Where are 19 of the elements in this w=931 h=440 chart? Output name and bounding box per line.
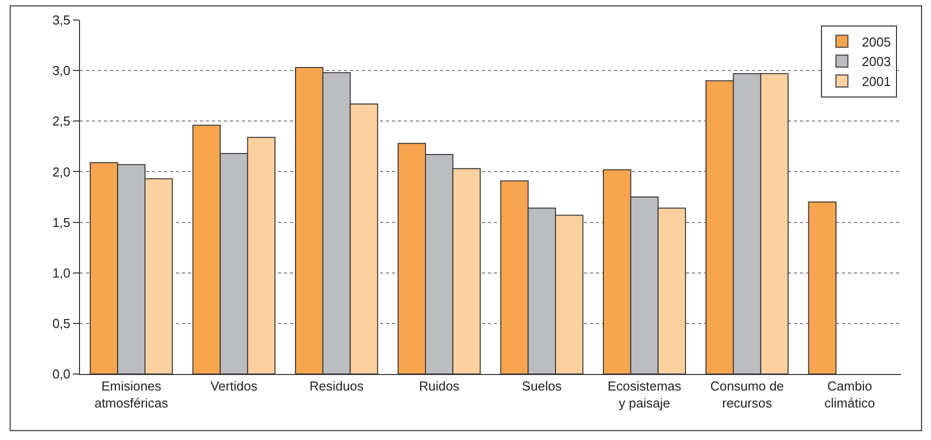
y-tick-label: 1,5: [52, 214, 70, 230]
y-tick-label: 3,5: [52, 12, 70, 28]
x-tick-label: Suelos: [522, 378, 562, 394]
x-tick-label: Residuos: [309, 378, 364, 394]
x-tick-label: Consumo de recursos: [710, 378, 784, 410]
y-tick-label: 0,5: [52, 316, 70, 331]
x-tick-label: Ruidos: [418, 378, 460, 394]
y-tick-label: 1,0: [52, 265, 70, 280]
legend-label: 2003: [862, 54, 891, 70]
y-tick-label: 2,0: [52, 164, 70, 180]
x-tick-label: Vertidos: [210, 378, 258, 394]
x-tick-label: Cambio climático: [824, 378, 875, 410]
y-tick-label: 3,0: [52, 63, 70, 78]
legend-label: 2005: [862, 34, 891, 50]
legend-label: 2001: [862, 74, 891, 90]
x-tick-label: Ecosistemas y paisaje: [608, 378, 682, 410]
x-tick-label: Emisiones atmosféricas: [94, 378, 169, 410]
y-tick-label: 2,5: [52, 114, 70, 129]
y-tick-label: 0,0: [52, 366, 70, 382]
